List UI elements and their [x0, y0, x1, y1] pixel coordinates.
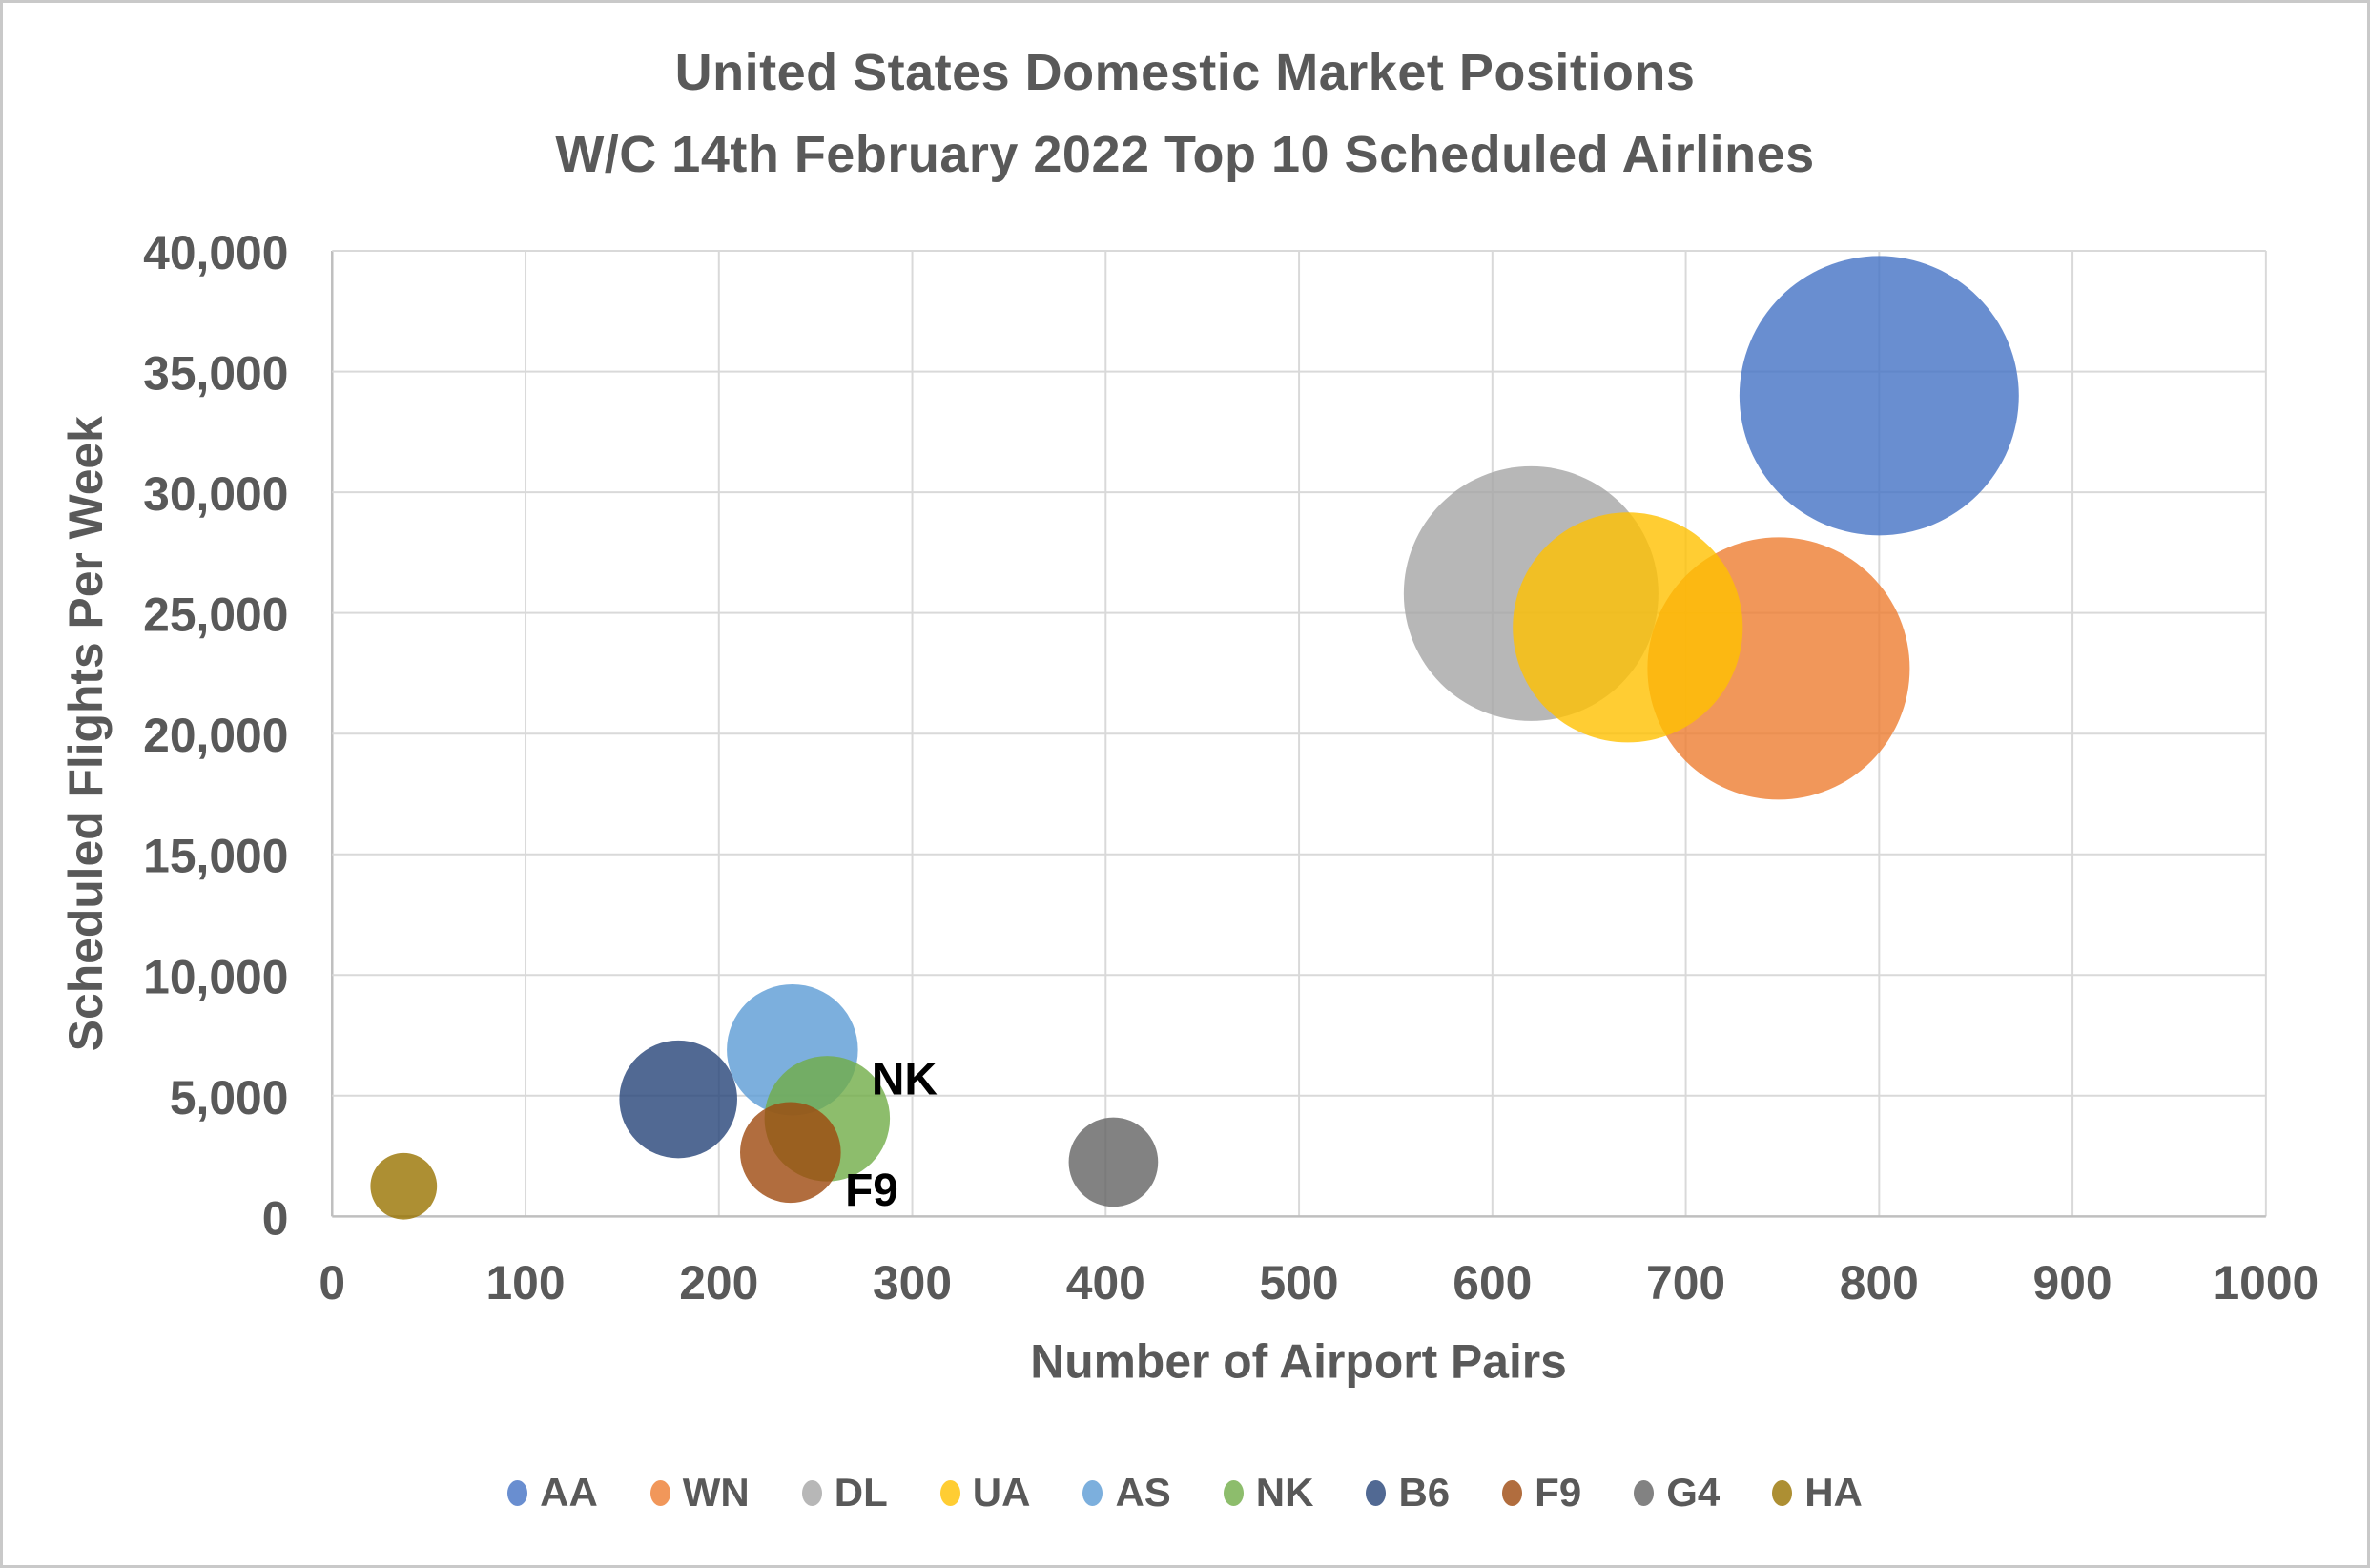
legend-label-HA: HA [1804, 1470, 1863, 1515]
legend-marker-B6 [1366, 1479, 1387, 1506]
legend-marker-WN [649, 1479, 670, 1506]
legend-label-DL: DL [834, 1470, 888, 1515]
y-tick-label-20,000: 20,000 [143, 709, 288, 762]
legend-marker-UA [939, 1479, 960, 1506]
bubble-AA[interactable] [1739, 256, 2019, 536]
bubble-HA[interactable] [370, 1152, 438, 1220]
y-tick-label-35,000: 35,000 [143, 347, 288, 401]
legend-marker-G4 [1634, 1479, 1655, 1506]
legend-item-UA[interactable]: UA [939, 1470, 1031, 1516]
x-tick-label-600: 600 [1453, 1256, 1532, 1310]
legend-marker-F9 [1502, 1479, 1523, 1506]
x-tick-label-1000: 1000 [2213, 1256, 2318, 1310]
legend: AA WN DL UA AS NK B6 F9 G4 HA [3, 1470, 2367, 1516]
legend-item-DL[interactable]: DL [801, 1470, 888, 1516]
legend-item-F9[interactable]: F9 [1502, 1470, 1581, 1516]
legend-marker-AS [1082, 1479, 1103, 1506]
bubbles-layer [370, 256, 2019, 1220]
legend-item-NK[interactable]: NK [1223, 1470, 1314, 1516]
x-tick-label-800: 800 [1840, 1256, 1919, 1310]
legend-label-G4: G4 [1666, 1470, 1721, 1515]
y-tick-label-0: 0 [262, 1191, 289, 1245]
legend-item-B6[interactable]: B6 [1366, 1470, 1450, 1516]
plot-svg: NK F9 0 5,000 10,000 15,000 20,000 25,000 30,00… [59, 226, 2318, 1389]
legend-label-F9: F9 [1535, 1470, 1582, 1515]
x-tick-label-300: 300 [873, 1256, 952, 1310]
data-label-F9: F9 [845, 1166, 898, 1216]
legend-label-AS: AS [1115, 1470, 1171, 1515]
y-tick-label-40,000: 40,000 [143, 226, 288, 279]
legend-marker-HA [1772, 1479, 1793, 1506]
bubble-UA[interactable] [1513, 512, 1743, 743]
chart-title-line1: United States Domestic Market Positions [674, 44, 1696, 101]
bubble-B6[interactable] [619, 1040, 737, 1159]
data-label-NK: NK [872, 1054, 938, 1104]
x-tick-label-0: 0 [319, 1256, 345, 1310]
legend-marker-NK [1223, 1479, 1244, 1506]
legend-label-B6: B6 [1398, 1470, 1451, 1515]
legend-label-NK: NK [1255, 1470, 1314, 1515]
x-tick-label-900: 900 [2033, 1256, 2112, 1310]
legend-label-AA: AA [540, 1470, 598, 1515]
bubble-F9[interactable] [740, 1102, 841, 1204]
x-tick-label-500: 500 [1260, 1256, 1339, 1310]
annotations-layer: NK F9 [845, 1054, 938, 1216]
gridlines-layer [331, 250, 2267, 1218]
legend-marker-AA [507, 1479, 528, 1506]
legend-item-AA[interactable]: AA [507, 1470, 598, 1516]
x-tick-label-200: 200 [679, 1256, 758, 1310]
x-tick-label-100: 100 [485, 1256, 565, 1310]
x-tick-label-400: 400 [1066, 1256, 1145, 1310]
legend-label-WN: WN [682, 1470, 750, 1515]
chart-title: United States Domestic Market Positions … [3, 31, 2367, 196]
x-tick-label-700: 700 [1646, 1256, 1725, 1310]
legend-item-G4[interactable]: G4 [1634, 1470, 1720, 1516]
y-tick-label-30,000: 30,000 [143, 467, 288, 521]
y-tick-label-5,000: 5,000 [170, 1071, 289, 1124]
y-tick-label-25,000: 25,000 [143, 588, 288, 642]
legend-item-WN[interactable]: WN [649, 1470, 750, 1516]
tick-labels-layer: 0 5,000 10,000 15,000 20,000 25,000 30,000 35,0… [143, 226, 2318, 1310]
bubble-G4[interactable] [1068, 1117, 1159, 1207]
legend-item-HA[interactable]: HA [1772, 1470, 1863, 1516]
legend-marker-DL [801, 1479, 822, 1506]
legend-label-UA: UA [972, 1470, 1031, 1515]
y-tick-label-15,000: 15,000 [143, 830, 288, 883]
x-axis-title: Number of Airport Pairs [1030, 1335, 1567, 1389]
y-tick-label-10,000: 10,000 [143, 950, 288, 1003]
legend-item-AS[interactable]: AS [1082, 1470, 1171, 1516]
y-axis-title: Scheduled Flights Per Week [59, 416, 113, 1051]
chart-title-line2: W/C 14th February 2022 Top 10 Scheduled … [555, 126, 1815, 183]
